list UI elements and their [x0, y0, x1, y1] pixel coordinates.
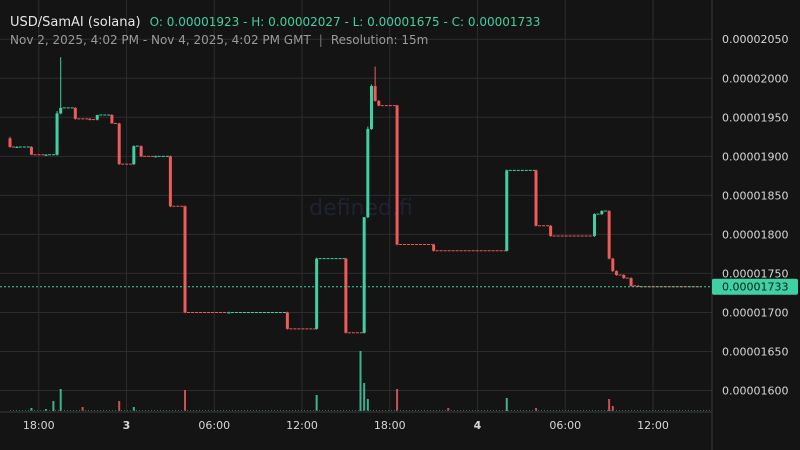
volume-bar	[184, 390, 187, 411]
candle-body	[73, 107, 77, 119]
chart-header: USD/SamAI (solana) O: 0.00001923 - H: 0.…	[10, 11, 540, 30]
y-tick-label: 0.00001850	[722, 189, 788, 202]
candle-body	[629, 278, 633, 286]
candle-body	[636, 285, 640, 287]
candle-body	[110, 114, 114, 124]
candle-body	[117, 123, 121, 165]
volume-bar	[59, 389, 62, 411]
candle-body	[183, 206, 187, 313]
candle-body	[15, 146, 19, 148]
volume-bar	[315, 395, 318, 411]
resolution-label: Resolution: 15m	[330, 33, 429, 47]
y-tick-label: 0.00001650	[722, 345, 788, 358]
candle-body	[44, 154, 48, 156]
y-tick-label: 0.00001900	[722, 150, 788, 163]
candle-body	[59, 107, 63, 114]
candle-body	[614, 271, 618, 275]
volume-bar	[359, 351, 362, 411]
candle-body	[8, 138, 12, 147]
candle-body	[505, 170, 509, 251]
y-tick-label: 0.00001950	[722, 111, 788, 124]
volume-bar	[81, 407, 84, 411]
candle-body	[534, 170, 538, 226]
symbol-label: USD/SamAI (solana)	[10, 15, 141, 30]
separator: |	[318, 33, 323, 47]
x-tick-label: 18:00	[374, 419, 406, 432]
y-tick-label: 0.00002050	[722, 33, 788, 46]
candle-body	[29, 146, 33, 155]
candle-body	[549, 225, 553, 236]
candle-body	[366, 129, 370, 218]
candle-body	[168, 156, 172, 207]
x-tick-label: 18:00	[23, 419, 55, 432]
candle-body	[154, 156, 158, 158]
candle-body	[377, 100, 381, 106]
y-tick-label: 0.00001800	[722, 228, 788, 241]
volume-bar	[505, 398, 508, 411]
volume-bar	[118, 401, 121, 411]
volume-bar	[30, 408, 33, 411]
candle-body	[344, 258, 348, 333]
x-tick-label: 06:00	[549, 419, 581, 432]
y-tick-label: 0.00001750	[722, 267, 788, 280]
candle-body	[55, 113, 59, 155]
y-tick-label: 0.00001700	[722, 306, 788, 319]
volume-bar	[535, 408, 538, 411]
ohlc-readout: O: 0.00001923 - H: 0.00002027 - L: 0.000…	[149, 15, 541, 29]
time-range: Nov 2, 2025, 4:02 PM - Nov 4, 2025, 4:02…	[10, 33, 311, 47]
chart-subheader: Nov 2, 2025, 4:02 PM - Nov 4, 2025, 4:02…	[10, 33, 428, 47]
candle-body	[373, 86, 377, 101]
last-price-tag	[712, 278, 798, 295]
candle-body	[88, 118, 92, 120]
candle-body	[607, 210, 611, 259]
volume-bar	[396, 389, 399, 411]
candle-body	[227, 312, 231, 314]
volume-bar	[611, 406, 614, 411]
y-tick-label: 0.00002000	[722, 72, 788, 85]
volume-bar	[447, 408, 450, 411]
candle-body	[132, 146, 136, 165]
candle-body	[600, 210, 604, 215]
x-tick-label: 3	[123, 419, 131, 432]
volume-bar	[52, 401, 55, 411]
candle-body	[622, 274, 626, 279]
volume-bar	[363, 383, 366, 411]
candle-body	[139, 146, 143, 157]
y-tick-label: 0.00001600	[722, 385, 788, 398]
volume-bar	[366, 399, 369, 411]
x-tick-label: 12:00	[286, 419, 318, 432]
candle-body	[432, 244, 436, 251]
volume-bar	[608, 399, 611, 411]
x-tick-label: 12:00	[637, 419, 669, 432]
x-tick-label: 06:00	[198, 419, 230, 432]
candle-body	[395, 105, 399, 245]
candle-body	[362, 217, 366, 333]
x-tick-label: 4	[474, 419, 482, 432]
candle-body	[369, 86, 373, 130]
last-price-label: 0.00001733	[722, 281, 788, 294]
candle-body	[95, 114, 99, 120]
candle-body	[285, 312, 289, 329]
candle-body	[315, 258, 319, 329]
candle-body	[611, 258, 615, 272]
volume-bar	[132, 407, 135, 411]
watermark-logo: defined.fi	[309, 196, 413, 221]
candle-body	[593, 214, 597, 236]
